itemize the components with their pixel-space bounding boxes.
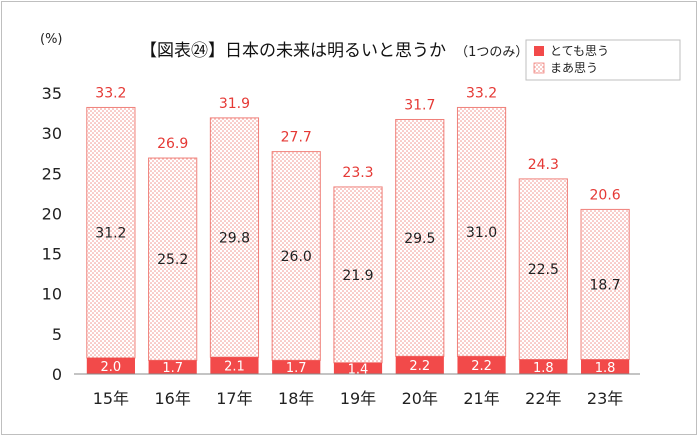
data-label-totemo-omou: 2.1 [224, 360, 245, 375]
bar-segment-maa-omou [271, 151, 321, 361]
data-label-maa-omou: 26.0 [281, 249, 312, 265]
bar-segment-totemo-omou [148, 360, 197, 374]
bar-segment-totemo-omou [86, 357, 135, 374]
x-tick-label: 18年 [278, 389, 314, 408]
x-axis: 15年 16年 17年 18年 19年 20年 21年 22年 23年 [74, 373, 640, 408]
x-tick-label: 23年 [587, 389, 623, 408]
data-label-total: 20.6 [590, 187, 621, 203]
y-tick-label: 10 [42, 285, 62, 304]
x-tick-label: 15年 [93, 389, 129, 408]
bar-segment-totemo-omou [581, 359, 630, 374]
data-label-total: 33.2 [95, 85, 126, 101]
bar-segment-totemo-omou [272, 360, 321, 374]
data-label-maa-omou: 21.9 [342, 268, 373, 284]
chart-subtitle: （1つのみ） [455, 45, 528, 60]
legend-swatch-series-1 [533, 62, 545, 74]
y-axis-unit: (%) [40, 32, 63, 47]
data-label-maa-omou: 25.2 [157, 252, 188, 268]
data-label-total: 26.9 [157, 136, 188, 152]
bar-segment-totemo-omou [457, 356, 506, 374]
data-label-totemo-omou: 1.8 [595, 361, 616, 376]
x-tick-label: 21年 [463, 389, 499, 408]
data-label-totemo-omou: 1.7 [286, 361, 307, 376]
chart-title-main: 【図表㉔】日本の未来は明るいと思うか [140, 41, 446, 61]
legend-box [525, 39, 681, 81]
data-label-maa-omou: 29.5 [404, 231, 435, 247]
bar-segment-maa-omou [209, 117, 260, 358]
y-tick-label: 30 [42, 124, 62, 143]
data-label-totemo-omou: 1.4 [348, 362, 369, 377]
bar-segment-maa-omou [456, 106, 507, 357]
y-axis: 0 5 10 15 20 25 30 35 [42, 84, 62, 384]
data-label-totemo-omou: 2.2 [409, 359, 430, 374]
data-label-maa-omou: 31.2 [95, 226, 126, 242]
bar-segment-maa-omou [148, 157, 198, 361]
y-tick-label: 20 [42, 204, 62, 223]
bar-segment-totemo-omou [333, 362, 383, 374]
y-tick-label: 35 [42, 84, 62, 103]
bar-segment-maa-omou [333, 186, 383, 364]
chart-title: 【図表㉔】日本の未来は明るいと思うか （1つのみ） [140, 41, 528, 61]
data-label-totemo-omou: 1.7 [162, 361, 183, 376]
data-label-maa-omou: 31.0 [466, 225, 497, 241]
bars: 2.0 31.2 33.2 1.7 25.2 26.9 2.1 29.8 31.9 1.7 26.0… [86, 85, 630, 377]
data-label-total: 33.2 [466, 85, 497, 101]
bar-segment-totemo-omou [519, 359, 568, 374]
data-label-totemo-omou: 1.8 [533, 361, 554, 376]
data-label-totemo-omou: 2.0 [101, 360, 122, 375]
data-label-maa-omou: 22.5 [528, 262, 559, 278]
bar-segment-totemo-omou [395, 356, 444, 374]
data-label-total: 23.3 [342, 165, 373, 181]
bar-segment-totemo-omou [210, 357, 259, 374]
data-label-totemo-omou: 2.2 [471, 359, 492, 374]
x-tick-label: 19年 [340, 389, 376, 408]
data-label-maa-omou: 18.7 [590, 277, 621, 293]
bar-segment-maa-omou [86, 106, 136, 359]
data-label-maa-omou: 29.8 [219, 231, 250, 247]
legend-label-series-1: まあ思う [550, 61, 598, 75]
legend-label-series-0: とても思う [550, 44, 609, 58]
y-tick-label: 15 [42, 245, 62, 264]
legend: とても思う まあ思う [525, 39, 681, 81]
bar-segment-maa-omou [518, 178, 568, 361]
y-tick-label: 25 [42, 164, 62, 183]
x-tick-label: 20年 [402, 389, 438, 408]
data-label-total: 31.7 [404, 97, 435, 113]
legend-swatch-series-0 [534, 46, 544, 56]
data-label-total: 31.9 [219, 96, 250, 112]
y-tick-label: 0 [52, 365, 62, 384]
x-tick-label: 16年 [154, 389, 190, 408]
bar-segment-maa-omou [580, 208, 630, 361]
x-tick-label: 17年 [216, 389, 252, 408]
data-label-total: 24.3 [528, 157, 559, 173]
x-tick-label: 22年 [525, 389, 561, 408]
data-label-total: 27.7 [281, 130, 312, 146]
y-tick-label: 5 [52, 325, 62, 344]
